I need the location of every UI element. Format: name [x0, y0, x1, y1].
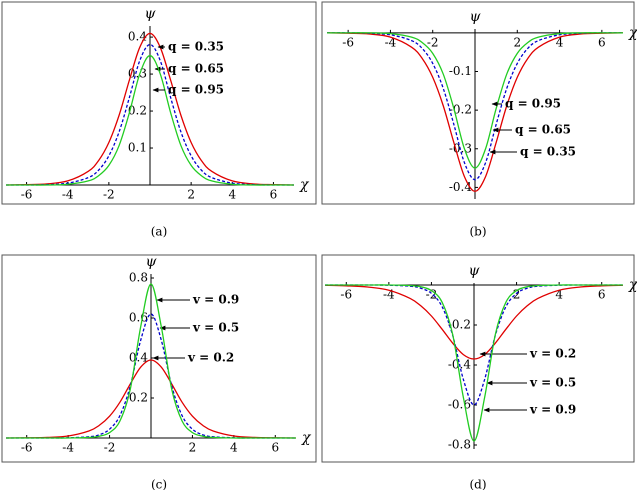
series-line — [325, 284, 623, 442]
panel-frame — [1, 1, 317, 205]
series-label: q = 0.65 — [515, 123, 571, 137]
y-axis-label: ψ — [469, 263, 481, 279]
y-axis-label: ψ — [470, 9, 482, 25]
series-label: v = 0.9 — [529, 403, 576, 417]
x-tick-label: 6 — [270, 188, 278, 202]
series-line — [5, 283, 296, 439]
x-tick-label: 4 — [228, 188, 236, 202]
x-tick-label: 2 — [513, 35, 521, 49]
x-tick-label: -4 — [62, 441, 74, 455]
x-tick-label: -2 — [426, 288, 438, 302]
y-tick-label: 0.8 — [129, 271, 148, 285]
series-label: q = 0.35 — [168, 40, 224, 54]
y-tick-label: -0.8 — [448, 438, 471, 452]
series-line — [326, 32, 624, 192]
x-tick-label: -6 — [21, 188, 33, 202]
x-axis-label: χ — [299, 177, 310, 193]
series-label: v = 0.2 — [529, 347, 576, 361]
series-label: q = 0.95 — [168, 83, 224, 97]
x-tick-label: -6 — [342, 35, 354, 49]
y-axis-label: ψ — [146, 254, 158, 270]
caption: (d) — [469, 478, 486, 490]
y-axis-label: ψ — [145, 6, 157, 22]
x-axis-label: χ — [628, 277, 637, 293]
x-tick-label: 6 — [598, 35, 606, 49]
series-label: v = 0.2 — [187, 351, 234, 365]
x-axis-label: χ — [628, 25, 637, 41]
y-tick-label: -0.4 — [449, 180, 473, 194]
series-label: q = 0.95 — [505, 97, 561, 111]
panel-frame — [1, 254, 317, 463]
x-tick-label: 6 — [271, 441, 279, 455]
caption: (a) — [151, 225, 168, 239]
x-tick-label: 4 — [556, 35, 564, 49]
y-tick-label: 0.4 — [128, 30, 147, 44]
x-tick-label: -4 — [62, 188, 74, 202]
panel-frame — [321, 1, 635, 205]
x-tick-label: 4 — [555, 288, 563, 302]
series-line — [324, 284, 624, 360]
series-label: v = 0.5 — [192, 321, 239, 335]
x-tick-label: 4 — [230, 441, 238, 455]
y-tick-label: -0.1 — [449, 64, 472, 78]
y-tick-label: 0.2 — [129, 391, 148, 405]
x-tick-label: -2 — [103, 188, 115, 202]
series-label: q = 0.35 — [520, 145, 576, 159]
y-tick-label: 0.6 — [129, 311, 148, 325]
y-tick-label: 0.1 — [128, 141, 147, 155]
series-line — [5, 359, 297, 439]
x-tick-label: 2 — [189, 441, 197, 455]
panel-frame — [321, 254, 635, 463]
x-tick-label: -6 — [340, 288, 352, 302]
x-axis-label: χ — [301, 430, 312, 446]
series-line — [326, 32, 624, 181]
y-tick-label: 0.4 — [129, 351, 148, 365]
x-tick-label: -6 — [21, 441, 33, 455]
series-line — [5, 32, 295, 186]
y-tick-label: 0.2 — [128, 104, 147, 118]
series-line — [327, 32, 623, 169]
caption: (c) — [151, 478, 167, 490]
series-label: q = 0.65 — [168, 62, 224, 76]
series-label: v = 0.9 — [192, 293, 239, 307]
y-tick-label: -0.2 — [448, 318, 471, 332]
x-tick-label: -2 — [104, 441, 116, 455]
x-tick-label: 2 — [187, 188, 195, 202]
x-tick-label: 6 — [598, 288, 606, 302]
x-tick-label: -2 — [427, 35, 439, 49]
y-tick-label: -0.6 — [448, 398, 471, 412]
x-tick-label: -4 — [385, 35, 397, 49]
caption: (b) — [469, 225, 486, 239]
series-line — [5, 54, 294, 186]
series-label: v = 0.5 — [529, 376, 576, 390]
x-tick-label: 2 — [513, 288, 521, 302]
